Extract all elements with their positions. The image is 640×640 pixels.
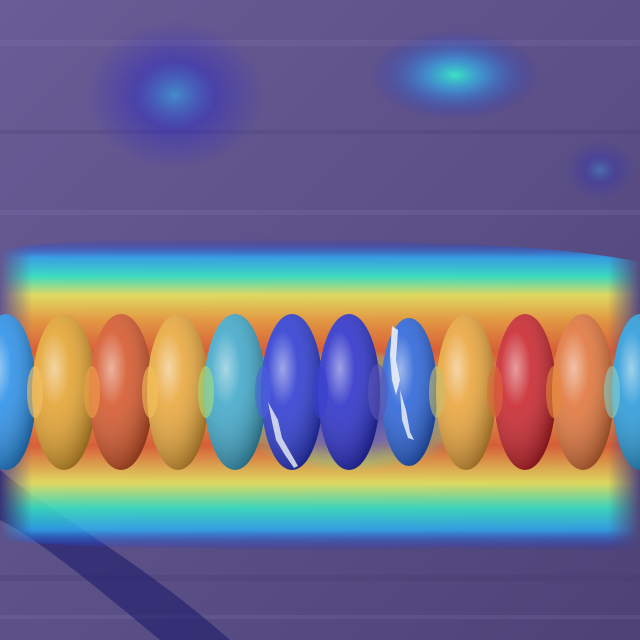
disc-7 <box>318 314 380 470</box>
disc-2 <box>32 314 96 470</box>
cable-shadow <box>0 470 230 640</box>
heat-blob-upper-left <box>85 20 265 170</box>
disc-12 <box>612 314 640 470</box>
disc-10 <box>494 314 556 470</box>
disc-8 <box>381 318 437 466</box>
disc-3 <box>89 314 153 470</box>
damage-marks <box>268 326 414 468</box>
disc-caps <box>27 364 620 420</box>
disc-1 <box>0 314 36 470</box>
ground-texture <box>0 40 640 619</box>
heat-blob-right-edge <box>565 140 635 200</box>
disc-4 <box>147 314 209 470</box>
heat-blob-upper-right <box>370 30 540 120</box>
disc-5 <box>204 314 266 470</box>
disc-11 <box>552 314 614 470</box>
disc-9 <box>436 314 496 470</box>
insulator-discs <box>0 314 640 470</box>
